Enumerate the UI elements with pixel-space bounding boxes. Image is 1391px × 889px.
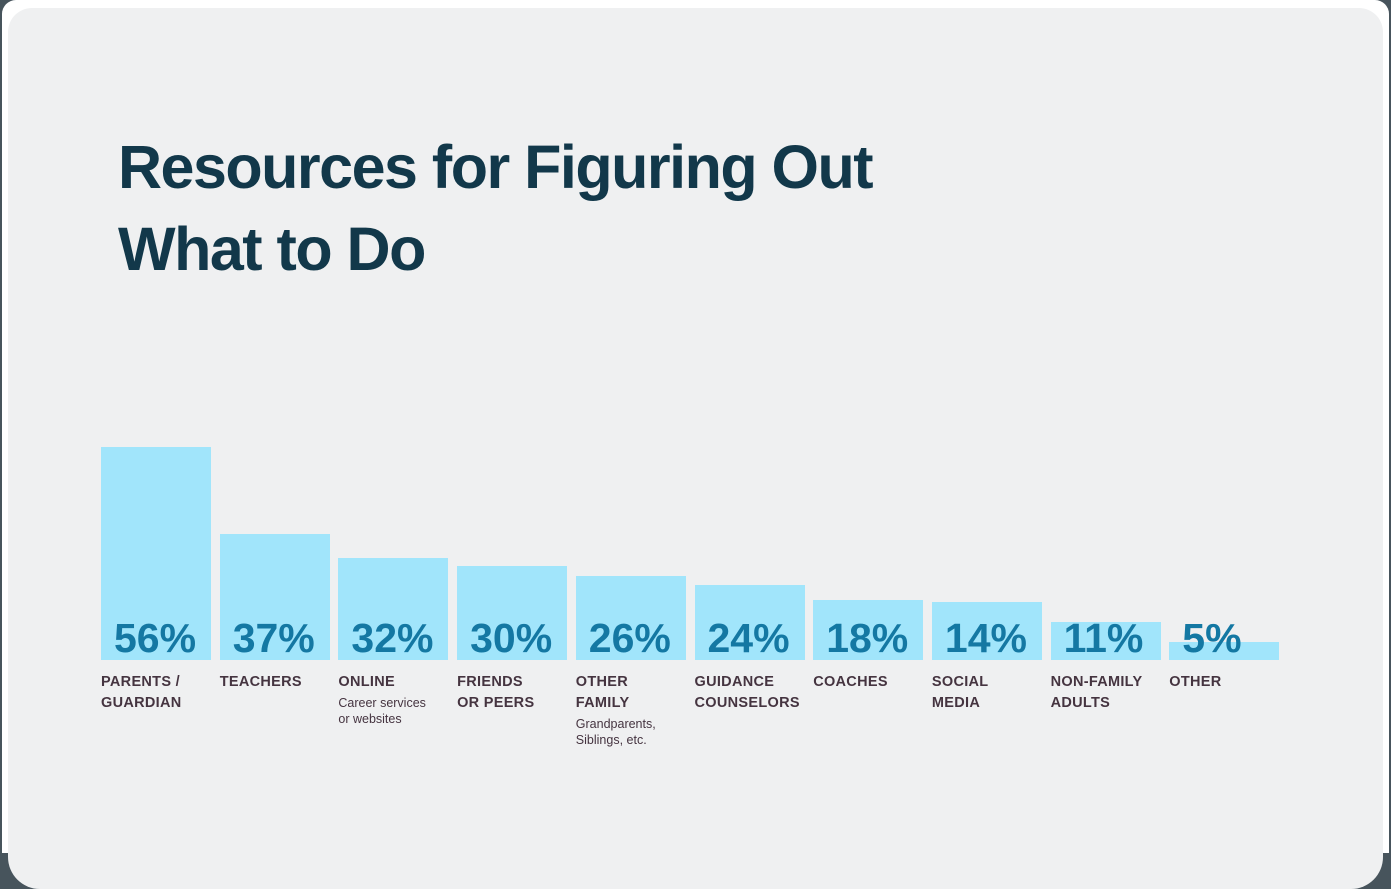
bar-category-label-line: OTHER bbox=[575, 674, 629, 690]
bar-category-label-line: ONLINE bbox=[338, 674, 395, 690]
bar-category-label: NON-FAMILY ADULTS bbox=[1051, 672, 1171, 714]
page-title: Resources for Figuring Out What to Do bbox=[118, 126, 874, 290]
bar-category-label-line: OTHER bbox=[1169, 674, 1222, 690]
chart-card: Resources for Figuring Out What to Do bbox=[8, 8, 1383, 889]
bar-category-label-line: GUARDIAN bbox=[101, 695, 182, 711]
bar-category-label: SOCIAL MEDIA bbox=[932, 672, 1052, 714]
bar-category-label: TEACHERS bbox=[220, 672, 340, 693]
bar-category-label-line: COACHES bbox=[813, 674, 888, 690]
bar-value-label: 14% bbox=[944, 615, 1027, 661]
bar-value-label: 24% bbox=[707, 615, 790, 661]
bar-category-label: PARENTS / GUARDIAN bbox=[101, 672, 221, 714]
bar: 30% bbox=[457, 566, 568, 661]
bar: 32% bbox=[338, 558, 449, 661]
bar-category-label-line: ADULTS bbox=[1050, 695, 1111, 711]
bar: 5% bbox=[1169, 618, 1280, 660]
page-title-line-2: What to Do bbox=[118, 215, 426, 283]
bar-category-label-line: NON-FAMILY bbox=[1050, 674, 1143, 690]
bar-category-label: COACHES bbox=[813, 672, 933, 693]
bar-value-label: 18% bbox=[826, 615, 909, 661]
bar: 37% bbox=[219, 534, 330, 661]
bar-category-label-line: FRIENDS bbox=[457, 674, 523, 690]
bar: 56% bbox=[101, 447, 211, 660]
bar-category-label: ONLINE Career services or websites bbox=[338, 672, 458, 727]
bar-category-label-line: GUIDANCE bbox=[694, 674, 775, 690]
bar: 18% bbox=[813, 600, 924, 661]
bar-category-label: FRIENDS OR PEERS bbox=[457, 672, 577, 714]
bar-category-label: OTHER FAMILY Grandparents, Siblings, etc. bbox=[576, 672, 696, 748]
bar: 14% bbox=[931, 602, 1042, 661]
bar-category-label-line: COUNSELORS bbox=[694, 695, 800, 711]
bar-category-label-line: OR PEERS bbox=[457, 695, 535, 711]
bar-category-sublabel: Career services or websites bbox=[338, 696, 458, 727]
page-title-line-1: Resources for Figuring Out bbox=[118, 133, 874, 201]
bar-value-label: 30% bbox=[470, 615, 553, 661]
bar-category-sublabel-line: Grandparents, bbox=[575, 717, 656, 731]
bar-category-label-line: TEACHERS bbox=[219, 674, 302, 690]
bar-category-label-line: MEDIA bbox=[931, 695, 981, 711]
bar-category-label: OTHER bbox=[1169, 672, 1289, 693]
bar-value-label: 26% bbox=[588, 615, 671, 661]
bar-category-sublabel-line: or websites bbox=[338, 711, 402, 726]
bar-value-label: 56% bbox=[114, 615, 197, 661]
bar-category-label-line: SOCIAL bbox=[931, 674, 989, 690]
bar-category-label-line: FAMILY bbox=[575, 695, 630, 711]
bar: 24% bbox=[694, 585, 805, 661]
bar-category-sublabel-line: Career services bbox=[338, 696, 426, 710]
bar-category-label-line: PARENTS / bbox=[101, 674, 180, 690]
bar-value-label: 32% bbox=[351, 615, 434, 661]
bar-value-label: 37% bbox=[232, 615, 315, 661]
bar-value-label: 11% bbox=[1063, 615, 1144, 661]
bar: 11% bbox=[1050, 618, 1161, 660]
bar-category-sublabel-line: Siblings, etc. bbox=[575, 732, 647, 747]
bar-category-sublabel: Grandparents, Siblings, etc. bbox=[576, 717, 696, 748]
bar: 26% bbox=[575, 576, 686, 661]
bar-value-label: 5% bbox=[1182, 615, 1242, 661]
bar-category-label: GUIDANCE COUNSELORS bbox=[695, 672, 815, 714]
